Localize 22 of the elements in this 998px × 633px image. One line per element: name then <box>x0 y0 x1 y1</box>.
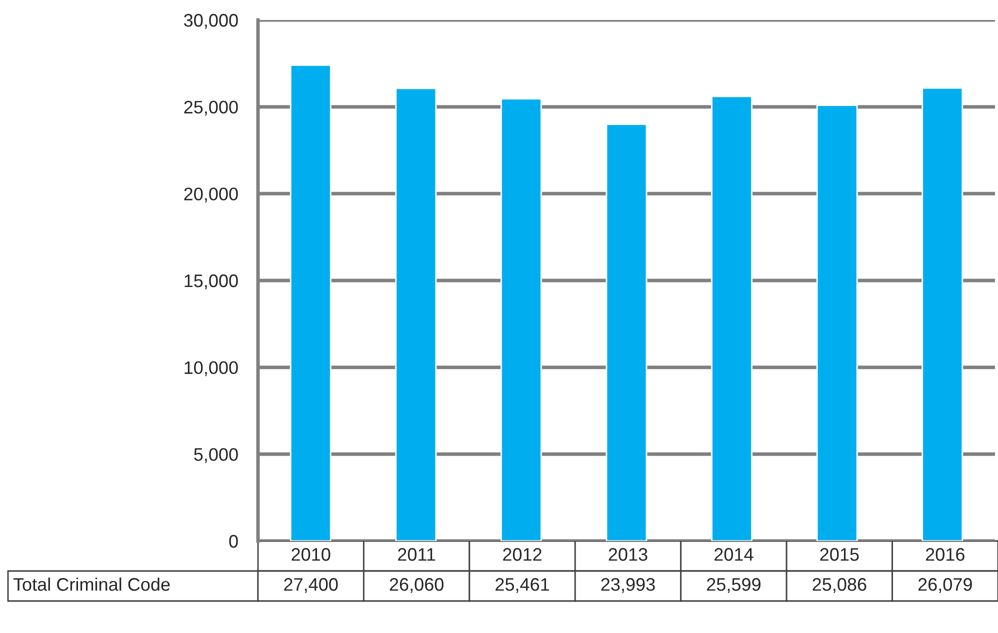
x-tick-label: 2014 <box>714 548 754 561</box>
data-label: 26,079 <box>918 578 972 593</box>
y-tick-label: 20,000 <box>184 188 238 203</box>
x-tick-label: 2016 <box>926 548 964 561</box>
x-tick-label: 2010 <box>292 548 330 561</box>
y-tick-label: 5,000 <box>194 448 238 464</box>
x-tick-label: 2015 <box>820 548 859 561</box>
x-tick-label: 2011 <box>398 548 436 561</box>
data-label: 26,060 <box>390 578 444 593</box>
y-tick-label: 25,000 <box>184 100 238 116</box>
y-tick-label: 10,000 <box>184 361 238 376</box>
data-label: 23,993 <box>601 578 655 593</box>
text: Total Criminal Code <box>13 578 170 591</box>
y-tick-label: 15,000 <box>184 274 238 290</box>
data-label: 25,599 <box>707 578 760 593</box>
x-tick-label: 2013 <box>608 548 648 561</box>
data-label: 27,400 <box>284 578 338 593</box>
y-tick-label: 30,000 <box>184 14 238 29</box>
data-label: 25,086 <box>812 578 866 593</box>
data-label: 25,461 <box>496 578 550 593</box>
x-tick-label: 2012 <box>503 548 542 561</box>
y-tick-label: 0 <box>229 534 238 548</box>
